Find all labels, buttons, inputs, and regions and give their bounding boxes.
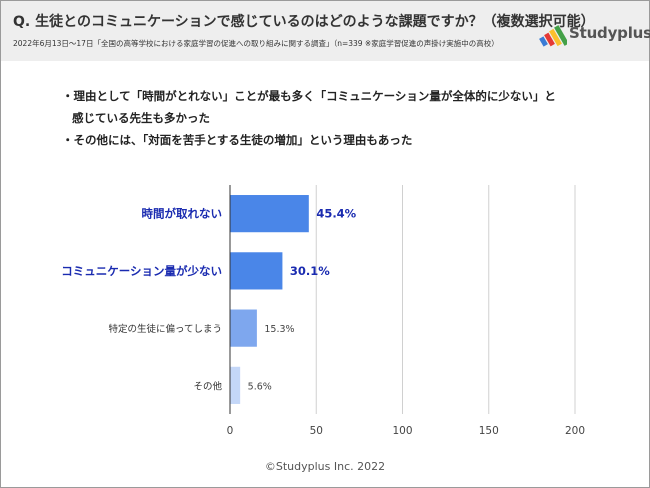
- studyplus-logo-icon: [539, 25, 569, 47]
- note-line-continued: 感じている先生も多かった: [72, 111, 210, 125]
- category-label: コミュニケーション量が少ない: [61, 264, 222, 278]
- bar: [230, 366, 241, 404]
- logo-text: Studyplus: [569, 24, 650, 42]
- value-label: 30.1%: [290, 264, 330, 278]
- survey-subtitle: 2022年6月13日〜17日「全国の高等学校における家庭学習の促進への取り組みに…: [13, 39, 499, 48]
- bar-chart: 0 50 100 150 200 時間が取れない 45.4% コミュニケーション量が少ない 30…: [61, 185, 585, 437]
- question-title: Q. 生徒とのコミュニケーションで感じているのはどのような課題ですか？（複数選択…: [13, 14, 595, 30]
- note-item-1: ・理由として「時間がとれない」ことが最も多く「コミュニケーション量が全体的に少な…: [62, 88, 556, 125]
- bar: [230, 252, 283, 290]
- note-item-2: ・その他には、「対面を苦手とする生徒の増加」という理由もあった: [62, 132, 412, 148]
- value-label: 15.3%: [264, 324, 294, 335]
- value-label: 5.6%: [248, 381, 272, 392]
- x-tick-label: 50: [310, 425, 323, 437]
- copyright-footer: ©Studyplus Inc. 2022: [264, 460, 386, 473]
- category-label: 特定の生徒に偏ってしまう: [108, 323, 222, 335]
- category-label: その他: [193, 380, 222, 392]
- studyplus-logo: Studyplus: [539, 23, 650, 47]
- x-tick-label: 200: [565, 425, 585, 437]
- bar: [230, 309, 257, 347]
- value-label: 45.4%: [316, 207, 356, 221]
- x-tick-label: 150: [479, 425, 499, 437]
- header-band: Q. 生徒とのコミュニケーションで感じているのはどのような課題ですか？（複数選択…: [1, 1, 650, 61]
- bar: [230, 195, 309, 233]
- note-line: ・その他には、「対面を苦手とする生徒の増加」という理由もあった: [62, 133, 413, 147]
- x-tick-label: 100: [392, 425, 412, 437]
- x-tick-label: 0: [227, 425, 234, 437]
- note-line: ・理由として「時間がとれない」ことが最も多く「コミュニケーション量が全体的に少な…: [62, 89, 556, 103]
- category-label: 時間が取れない: [142, 207, 223, 221]
